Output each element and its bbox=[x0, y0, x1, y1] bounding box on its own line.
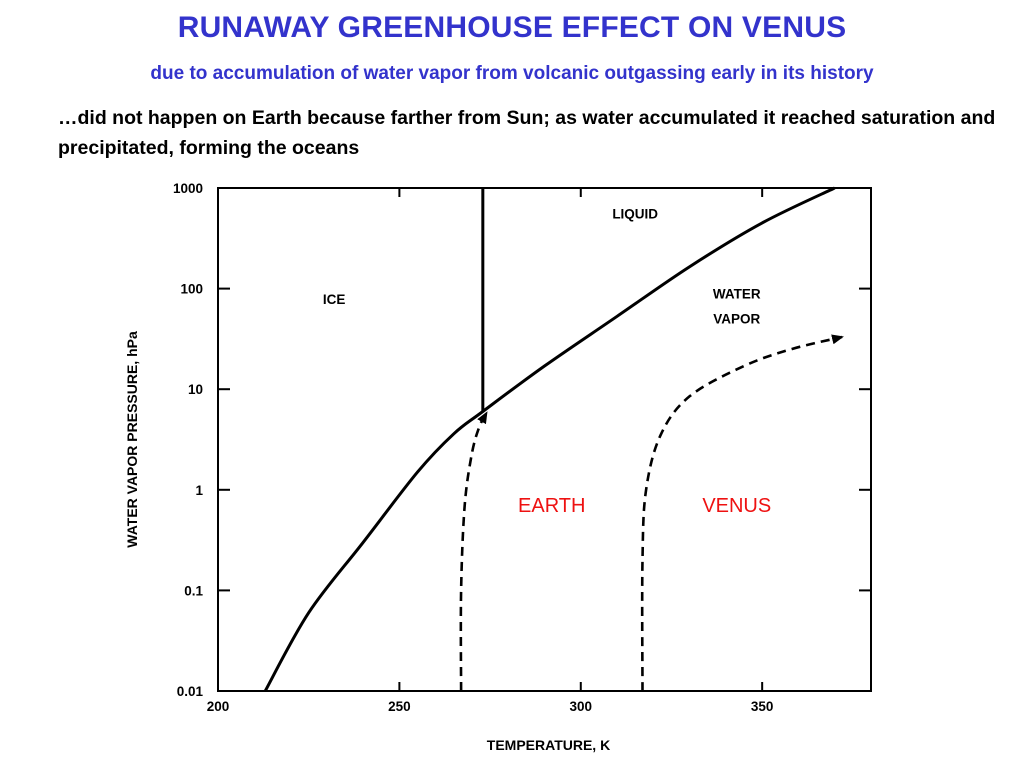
saturation-curve bbox=[263, 186, 836, 692]
y-tick-label: 10 bbox=[188, 382, 203, 397]
earth-trajectory bbox=[459, 411, 488, 692]
data-series bbox=[263, 186, 844, 692]
y-tick-label: 0.1 bbox=[184, 583, 203, 598]
page-subtitle: due to accumulation of water vapor from … bbox=[150, 63, 874, 84]
x-tick-label: 350 bbox=[751, 699, 774, 714]
plot-border bbox=[217, 187, 872, 692]
axis-ticks: 200 250 300 350 0.01 0.1 1 10 100 1000 bbox=[173, 181, 871, 714]
y-tick-label: 1000 bbox=[173, 181, 203, 196]
page-title: RUNAWAY GREENHOUSE EFFECT ON VENUS bbox=[177, 11, 847, 44]
x-tick-label: 200 bbox=[207, 699, 230, 714]
y-tick-label: 1 bbox=[195, 483, 203, 498]
y-axis-title: WATER VAPOR PRESSURE, hPa bbox=[124, 331, 140, 548]
region-label-vapor: VAPOR bbox=[713, 311, 760, 326]
planet-label-venus: VENUS bbox=[702, 495, 771, 517]
plot-frame bbox=[217, 187, 872, 692]
planet-labels: EARTH VENUS bbox=[518, 495, 771, 517]
region-labels: ICE LIQUID WATER VAPOR bbox=[323, 206, 761, 326]
planet-label-earth: EARTH bbox=[518, 495, 585, 517]
region-label-ice: ICE bbox=[323, 292, 346, 307]
region-label-liquid: LIQUID bbox=[612, 206, 658, 221]
venus-trajectory bbox=[640, 334, 844, 692]
x-tick-label: 300 bbox=[570, 699, 593, 714]
y-tick-label: 0.01 bbox=[177, 684, 204, 699]
x-axis-title: TEMPERATURE, K bbox=[487, 737, 610, 753]
x-tick-label: 250 bbox=[388, 699, 411, 714]
region-label-water: WATER bbox=[713, 286, 761, 301]
explanation-text: …did not happen on Earth because farther… bbox=[58, 107, 996, 159]
y-tick-label: 100 bbox=[180, 282, 203, 297]
